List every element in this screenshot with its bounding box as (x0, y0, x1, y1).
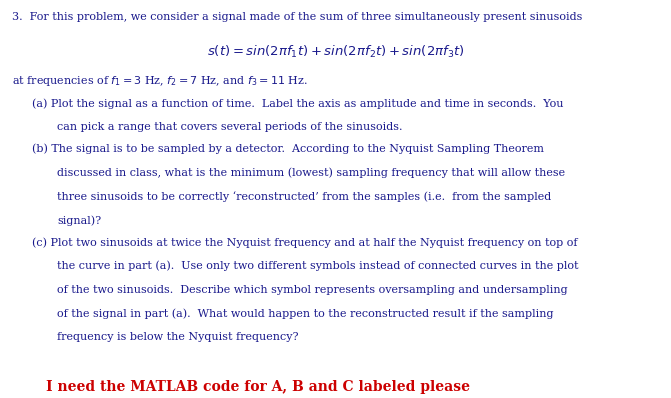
Text: (b) The signal is to be sampled by a detector.  According to the Nyquist Samplin: (b) The signal is to be sampled by a det… (32, 144, 544, 154)
Text: of the signal in part (a).  What would happen to the reconstructed result if the: of the signal in part (a). What would ha… (57, 308, 554, 319)
Text: frequency is below the Nyquist frequency?: frequency is below the Nyquist frequency… (57, 332, 299, 342)
Text: at frequencies of $f_1 = 3$ Hz, $f_2 = 7$ Hz, and $f_3 = 11$ Hz.: at frequencies of $f_1 = 3$ Hz, $f_2 = 7… (12, 74, 308, 88)
Text: 3.  For this problem, we consider a signal made of the sum of three simultaneous: 3. For this problem, we consider a signa… (12, 12, 582, 22)
Text: $s(t) = sin(2\pi f_1 t) + sin(2\pi f_2 t) + sin(2\pi f_3 t)$: $s(t) = sin(2\pi f_1 t) + sin(2\pi f_2 t… (207, 44, 464, 60)
Text: three sinusoids to be correctly ‘reconstructed’ from the samples (i.e.  from the: three sinusoids to be correctly ‘reconst… (57, 191, 552, 202)
Text: of the two sinusoids.  Describe which symbol represents oversampling and undersa: of the two sinusoids. Describe which sym… (57, 285, 568, 295)
Text: the curve in part (a).  Use only two different symbols instead of connected curv: the curve in part (a). Use only two diff… (57, 261, 578, 271)
Text: (a) Plot the signal as a function of time.  Label the axis as amplitude and time: (a) Plot the signal as a function of tim… (32, 98, 564, 109)
Text: can pick a range that covers several periods of the sinusoids.: can pick a range that covers several per… (57, 122, 403, 132)
Text: I need the MATLAB code for A, B and C labeled please: I need the MATLAB code for A, B and C la… (46, 380, 470, 394)
Text: (c) Plot two sinusoids at twice the Nyquist frequency and at half the Nyquist fr: (c) Plot two sinusoids at twice the Nyqu… (32, 237, 578, 248)
Text: signal)?: signal)? (57, 215, 101, 226)
Text: discussed in class, what is the minimum (lowest) sampling frequency that will al: discussed in class, what is the minimum … (57, 168, 565, 178)
